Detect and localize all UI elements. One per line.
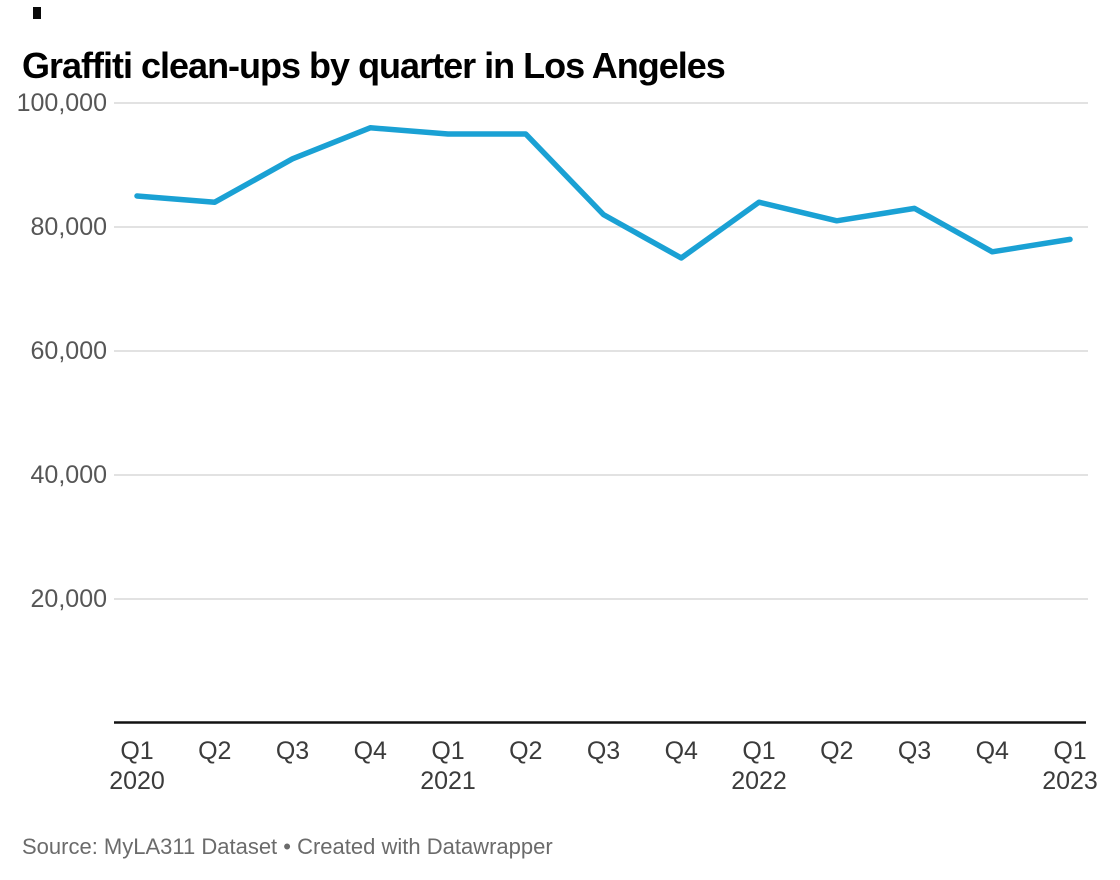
chart-title: Graffiti clean-ups by quarter in Los Ang… bbox=[22, 45, 726, 87]
x-axis-year-label: 2020 bbox=[109, 767, 165, 795]
source-attribution: Source: MyLA311 Dataset • Created with D… bbox=[22, 834, 553, 859]
y-axis-tick-label: 20,000 bbox=[31, 585, 107, 613]
x-axis-year-label: 2022 bbox=[731, 767, 787, 795]
y-axis-tick-label: 40,000 bbox=[31, 461, 107, 489]
x-axis-tick-label: Q4 bbox=[354, 737, 387, 765]
y-axis-tick-label: 60,000 bbox=[31, 337, 107, 365]
y-axis-tick-label: 80,000 bbox=[31, 213, 107, 241]
data-line-series bbox=[134, 125, 1073, 261]
x-axis-tick-label: Q4 bbox=[976, 737, 1009, 765]
x-axis-tick-label: Q1 bbox=[431, 737, 464, 765]
x-axis-tick-label: Q3 bbox=[276, 737, 309, 765]
corner-artifact bbox=[33, 7, 41, 19]
x-axis-tick-label: Q2 bbox=[509, 737, 542, 765]
y-axis-tick-label: 100,000 bbox=[17, 89, 107, 117]
x-axis-tick-label: Q1 bbox=[742, 737, 775, 765]
x-axis-tick-label: Q3 bbox=[898, 737, 931, 765]
x-axis-year-label: 2021 bbox=[420, 767, 476, 795]
x-axis-tick-label: Q2 bbox=[820, 737, 853, 765]
x-axis-tick-label: Q1 bbox=[1053, 737, 1086, 765]
x-axis-tick-label: Q2 bbox=[198, 737, 231, 765]
x-axis-tick-label: Q4 bbox=[665, 737, 698, 765]
x-axis-year-label: 2023 bbox=[1042, 767, 1098, 795]
x-axis-tick-label: Q1 bbox=[120, 737, 153, 765]
x-axis-tick-label: Q3 bbox=[587, 737, 620, 765]
